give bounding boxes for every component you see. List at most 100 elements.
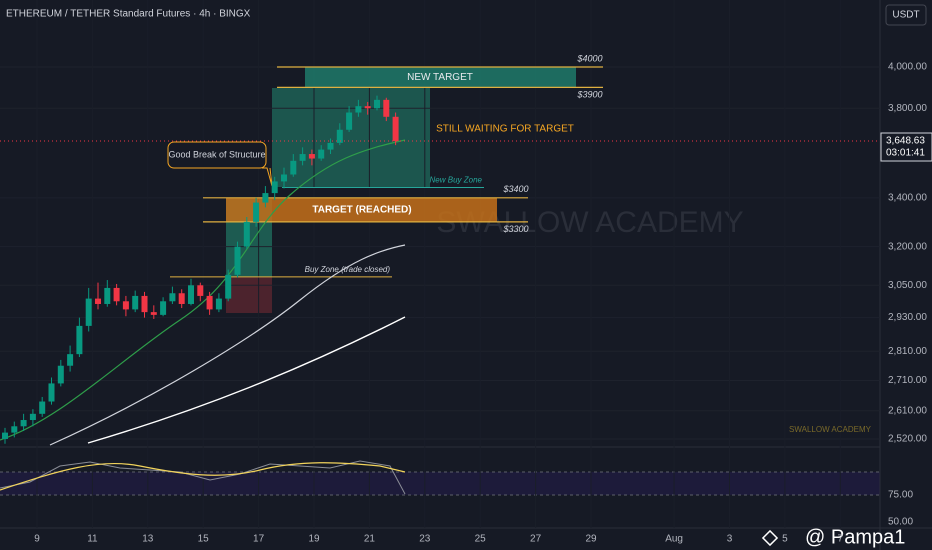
level-label: $3900: [576, 90, 602, 100]
candle-body: [67, 354, 74, 366]
callout-text: Good Break of Structure: [168, 149, 265, 159]
time-tick-label: 21: [364, 534, 376, 545]
candle-body: [122, 301, 129, 310]
candle-body: [188, 285, 194, 304]
annotation: STILL WAITING FOR TARGET: [436, 124, 574, 135]
candle-body: [383, 99, 390, 117]
candle-body: [253, 202, 260, 222]
price-tick-label: 2,810.00: [888, 346, 927, 357]
candle-body: [206, 295, 213, 310]
time-tick-label: 27: [530, 534, 542, 545]
price-tick-label: 2,610.00: [888, 405, 927, 416]
symbol-title: ETHEREUM / TETHER Standard Futures · 4h …: [6, 9, 251, 20]
currency-label: USDT: [892, 10, 919, 21]
price-tick-label: 3,400.00: [888, 192, 927, 203]
time-tick-label: Aug: [665, 534, 683, 545]
callout: [167, 141, 267, 169]
time-tick-label: 13: [142, 534, 154, 545]
candle-body: [364, 106, 371, 109]
candle-body: [327, 142, 334, 150]
time-tick-label: 23: [419, 534, 431, 545]
candle-body: [141, 295, 148, 313]
time-tick-label: 15: [198, 534, 210, 545]
author: @ Pampa1: [805, 526, 905, 548]
candle-body: [29, 413, 36, 421]
price-tick-label: 2,710.00: [888, 375, 927, 386]
candle-body: [76, 325, 83, 355]
time-tick-label: 29: [585, 534, 597, 545]
time-tick-label: 17: [253, 534, 265, 545]
candle-body: [104, 287, 111, 304]
target-box: [305, 66, 576, 88]
level-label: $4000: [576, 53, 602, 63]
projection-box: [272, 88, 430, 187]
candle-body: [197, 285, 204, 296]
candle-body: [160, 301, 167, 315]
indicator-band: [0, 472, 880, 495]
candle-body: [57, 365, 64, 384]
candle-body: [85, 298, 92, 326]
price-tick-label: 2,520.00: [888, 434, 927, 445]
currency-button[interactable]: [885, 4, 927, 26]
time-tick-label: 7: [838, 534, 844, 545]
loss-box: [226, 277, 272, 313]
callout-pointer: [262, 167, 273, 187]
candle-body: [374, 99, 380, 109]
moving-average: [0, 139, 406, 441]
candle-body: [243, 221, 250, 247]
level-label: $3300: [502, 224, 528, 234]
candle-body: [11, 426, 18, 433]
level-label: $3400: [502, 184, 528, 194]
candle-body: [150, 312, 157, 315]
zone-label: New Buy Zone: [430, 176, 483, 185]
time-tick-label: 25: [475, 534, 487, 545]
price-tick-label: 3,800.00: [888, 103, 927, 114]
candle-body: [178, 293, 185, 304]
candle-body: [39, 401, 46, 414]
time-tick-label: 19: [308, 534, 320, 545]
candle-body: [392, 116, 399, 142]
indicator-line: [0, 462, 406, 491]
target-box: [226, 197, 497, 222]
price-tick-label: 3,050.00: [888, 280, 927, 291]
candle-body: [290, 160, 297, 175]
candle-body: [308, 154, 315, 159]
price-tick-label: 3,200.00: [888, 241, 927, 252]
candle-body: [336, 129, 343, 143]
price-tick-label: 2,930.00: [888, 312, 927, 323]
candle-body: [355, 106, 362, 113]
logo: [761, 529, 779, 547]
price-tick-label: 4,000.00: [888, 62, 927, 73]
candle-body: [271, 181, 278, 194]
candle-body: [318, 149, 325, 159]
time-tick-label: 11: [87, 534, 98, 545]
candle-body: [234, 246, 241, 275]
candle-body: [299, 154, 306, 161]
box-label: NEW TARGET: [407, 72, 473, 83]
time-tick-label: 3: [727, 534, 733, 545]
candle-body: [48, 383, 55, 402]
candle-body: [225, 274, 232, 299]
candle-body: [2, 432, 8, 439]
moving-average: [49, 244, 406, 446]
time-tick-label: 5: [782, 534, 788, 545]
candle-body: [346, 112, 353, 130]
candle-body: [262, 193, 269, 203]
price-label: 3,648.63: [886, 136, 925, 147]
price-box: [880, 132, 932, 162]
watermark-small: SWALLOW ACADEMY: [789, 425, 872, 434]
box-label: TARGET (REACHED): [312, 204, 411, 215]
candle-body: [169, 293, 176, 302]
candle-body: [215, 298, 222, 310]
countdown: 03:01:41: [886, 148, 925, 159]
moving-average: [87, 316, 406, 444]
candle-body: [20, 420, 27, 427]
candle-body: [281, 174, 287, 182]
time-tick-label: 9: [34, 534, 40, 545]
indicator-tick-label: 75.00: [888, 490, 913, 501]
candle-body: [113, 287, 120, 302]
candle-body: [132, 295, 139, 310]
indicator-tick-label: 50.00: [888, 517, 913, 528]
